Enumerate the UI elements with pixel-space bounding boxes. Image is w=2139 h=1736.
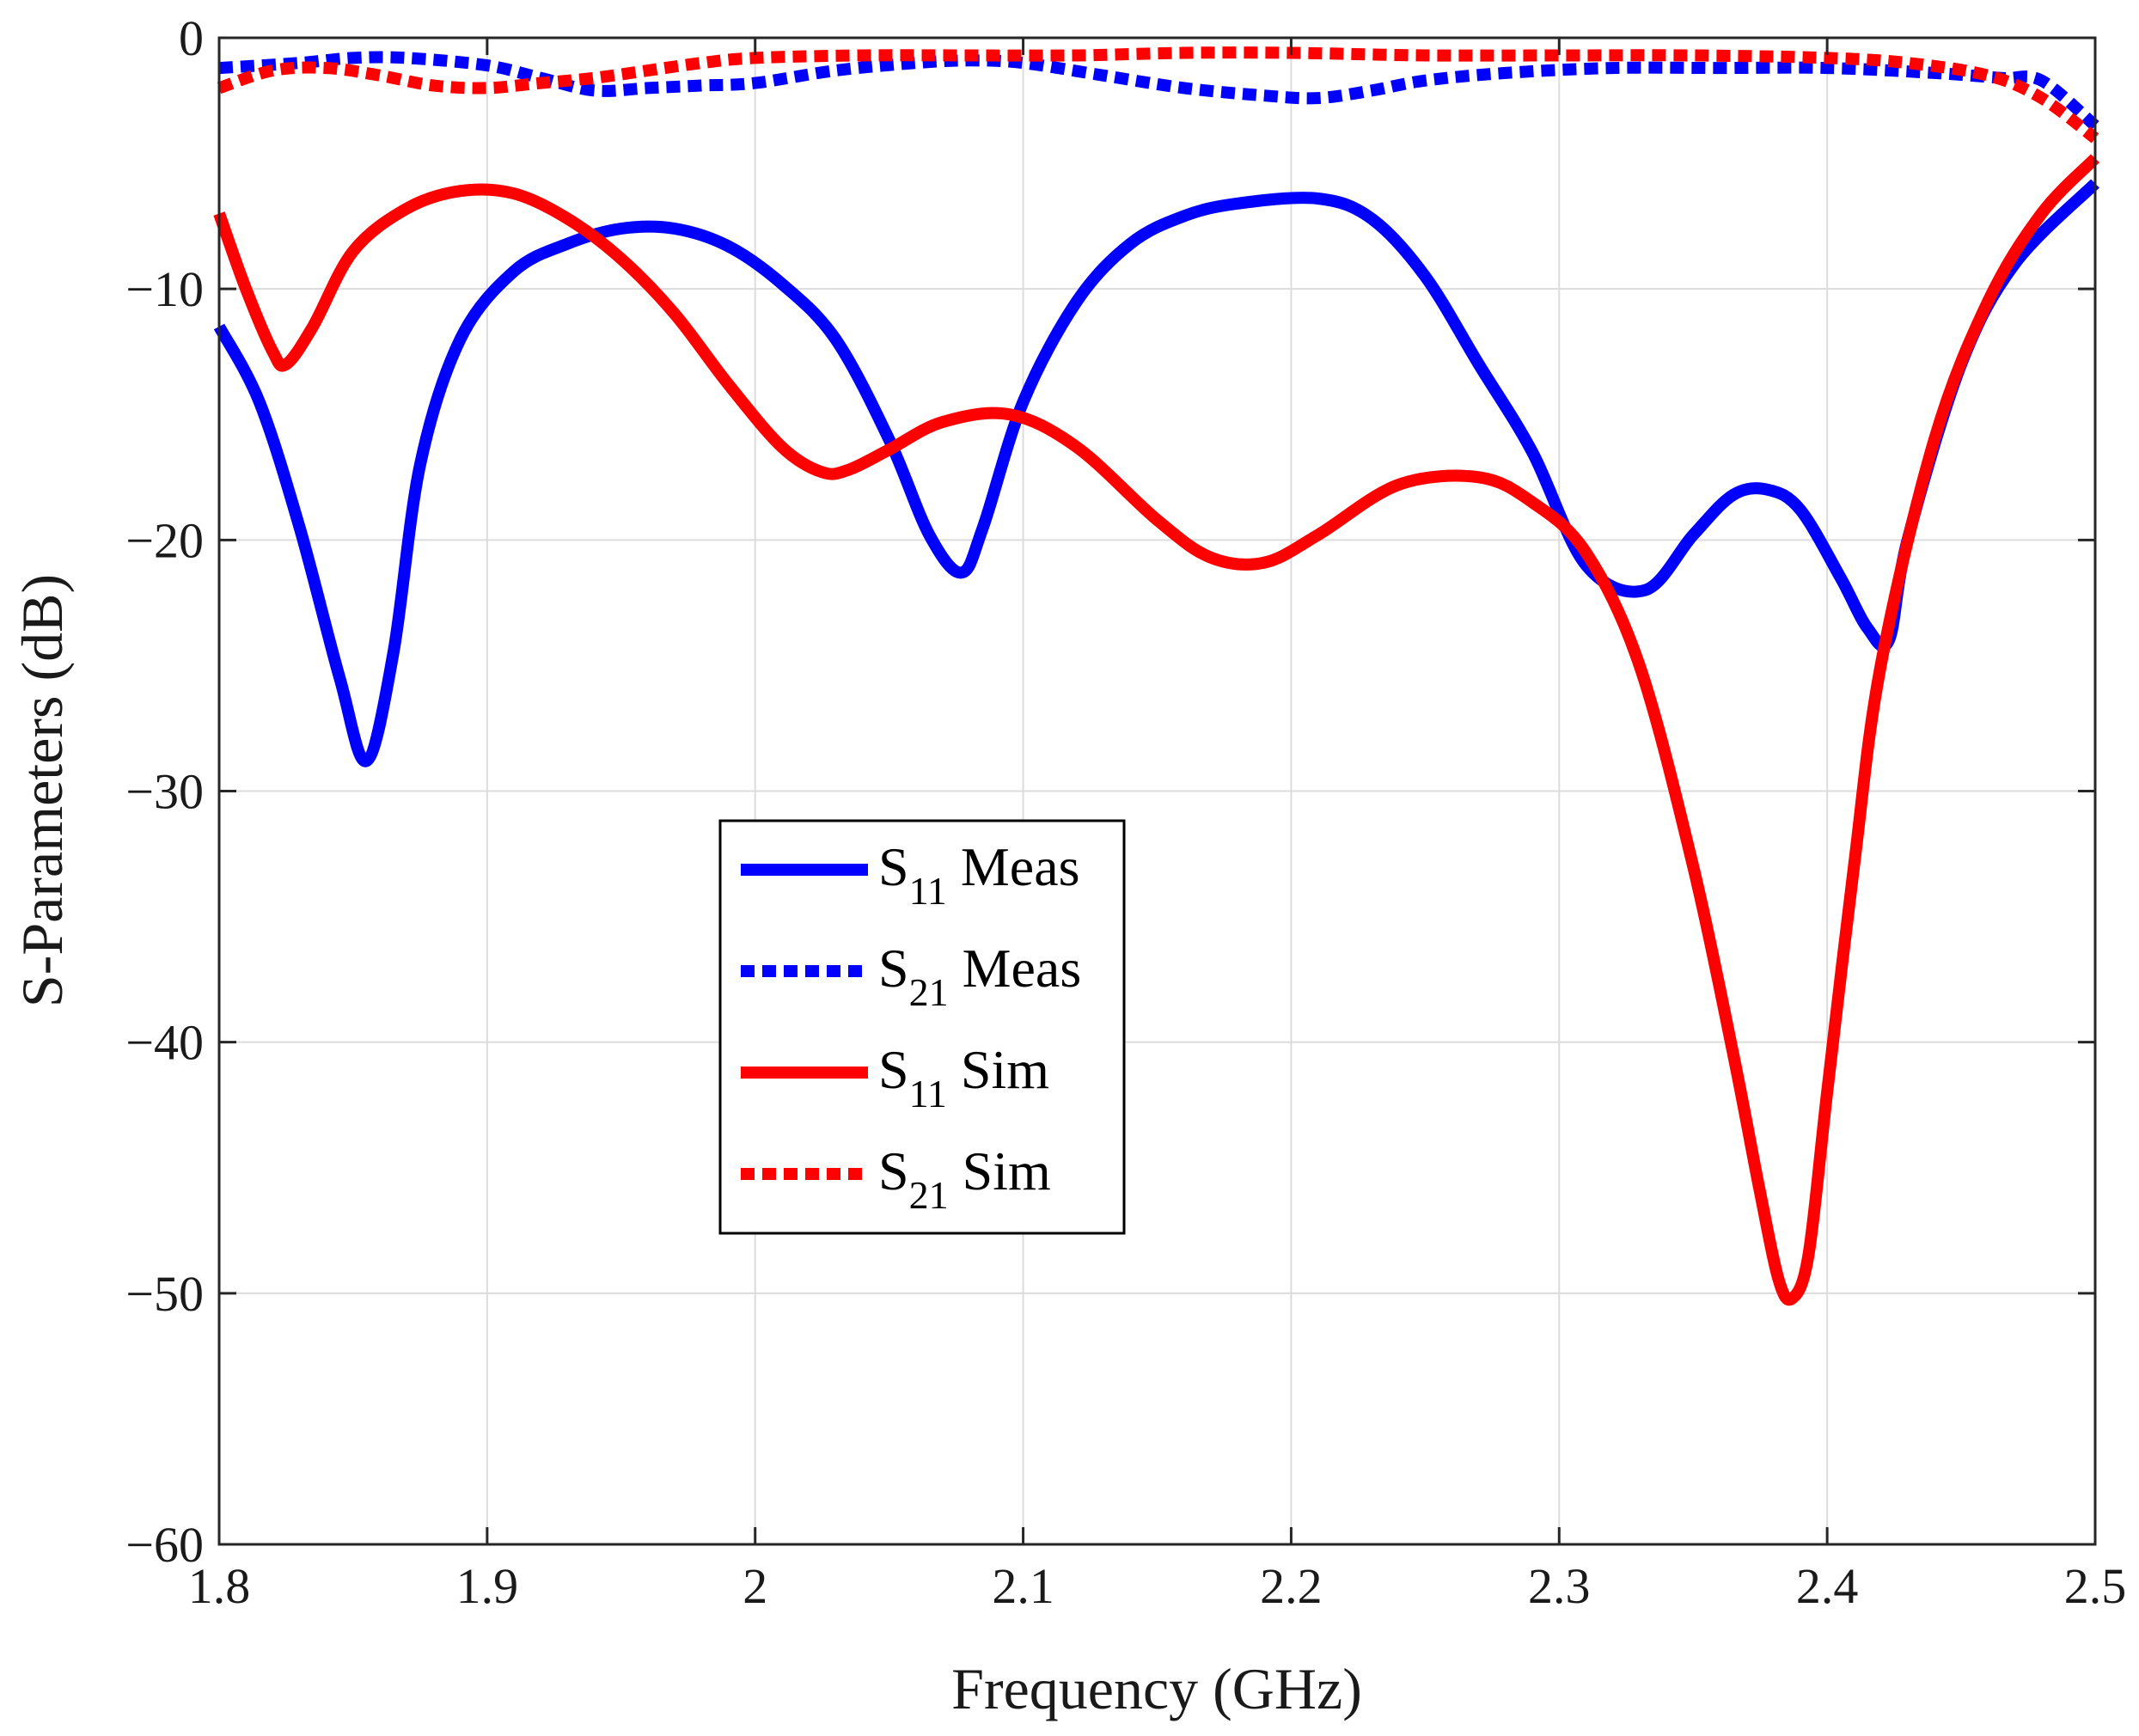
x-tick-label: 2 (743, 1558, 767, 1614)
series-line-s11-meas (213, 179, 2099, 767)
legend-label: S21 Meas (878, 938, 1081, 1014)
y-tick-label: −40 (125, 1015, 204, 1071)
y-tick-label: 0 (179, 10, 204, 66)
legend: S11 Meas S21 Meas S11 Sim S21 Sim (718, 819, 1126, 1235)
x-axis-title: Frequency (GHz) (951, 1656, 1362, 1721)
y-tick-label: −30 (125, 764, 204, 820)
x-tick-labels: 1.8 1.9 2 2.1 2.2 2.3 2.4 2.5 (188, 1558, 2127, 1614)
y-tick-label: −20 (125, 512, 204, 568)
y-tick-labels: 0 −10 −20 −30 −40 −50 −60 (125, 10, 204, 1573)
y-tick-label: −60 (125, 1517, 204, 1573)
x-tick-label: 2.3 (1528, 1558, 1591, 1614)
x-tick-label: 1.8 (188, 1558, 251, 1614)
x-tick-label: 2.5 (2064, 1558, 2127, 1614)
series-line-s11-sim (213, 154, 2100, 1306)
x-tick-label: 1.9 (456, 1558, 519, 1614)
x-tick-label: 2.1 (992, 1558, 1054, 1614)
x-tick-label: 2.4 (1796, 1558, 1859, 1614)
series-line-s21-sim (217, 46, 2099, 144)
axis-ticks (217, 36, 2097, 1546)
y-tick-label: −10 (125, 261, 204, 317)
x-tick-label: 2.2 (1260, 1558, 1323, 1614)
series-layer (213, 46, 2100, 1306)
legend-label: S11 Sim (878, 1039, 1049, 1116)
y-axis-title: S-Parameters (dB) (9, 574, 75, 1007)
legend-box (718, 819, 1126, 1235)
y-tick-label: −50 (125, 1266, 204, 1322)
legend-label: S11 Meas (878, 836, 1080, 913)
legend-label: S21 Sim (878, 1140, 1051, 1217)
series-line-s21-meas (218, 51, 2099, 131)
